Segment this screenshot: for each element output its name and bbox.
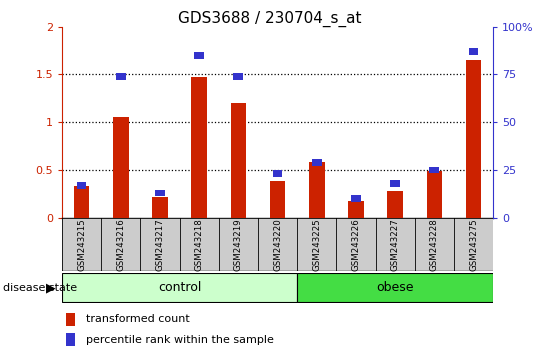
Bar [469, 48, 479, 55]
Text: obese: obese [376, 281, 414, 294]
Text: control: control [158, 281, 201, 294]
Bar [194, 52, 204, 58]
Bar [233, 73, 243, 80]
Bar [312, 159, 322, 166]
Bar [155, 189, 165, 196]
Bar [273, 170, 282, 177]
Bar [113, 118, 129, 218]
Text: ▶: ▶ [46, 281, 56, 294]
Bar [390, 180, 400, 187]
Bar [466, 60, 481, 218]
Text: transformed count: transformed count [86, 314, 189, 325]
Bar [66, 333, 75, 346]
Text: GSM243228: GSM243228 [430, 218, 439, 271]
Text: disease state: disease state [3, 282, 77, 293]
Text: GSM243215: GSM243215 [77, 218, 86, 271]
Bar [297, 273, 493, 302]
Bar [66, 313, 75, 326]
Bar [74, 186, 89, 218]
Text: GSM243216: GSM243216 [116, 218, 125, 271]
Bar [348, 200, 364, 218]
Text: GSM243219: GSM243219 [234, 218, 243, 270]
Bar [77, 182, 86, 189]
Text: GSM243225: GSM243225 [312, 218, 321, 271]
Text: GSM243217: GSM243217 [155, 218, 164, 271]
Bar [388, 191, 403, 218]
Text: GSM243275: GSM243275 [469, 218, 478, 271]
Bar [309, 162, 324, 218]
Bar [116, 73, 126, 80]
Bar [191, 77, 207, 218]
Bar [270, 181, 286, 218]
Text: GSM243218: GSM243218 [195, 218, 204, 271]
Text: GSM243227: GSM243227 [391, 218, 400, 271]
Bar [231, 103, 246, 218]
Bar [430, 167, 439, 173]
Text: GDS3688 / 230704_s_at: GDS3688 / 230704_s_at [178, 11, 361, 27]
Text: percentile rank within the sample: percentile rank within the sample [86, 335, 274, 345]
Bar [152, 197, 168, 218]
Text: GSM243226: GSM243226 [351, 218, 361, 271]
Text: GSM243220: GSM243220 [273, 218, 282, 271]
Bar [62, 273, 297, 302]
Bar [426, 171, 442, 218]
Bar [351, 195, 361, 202]
